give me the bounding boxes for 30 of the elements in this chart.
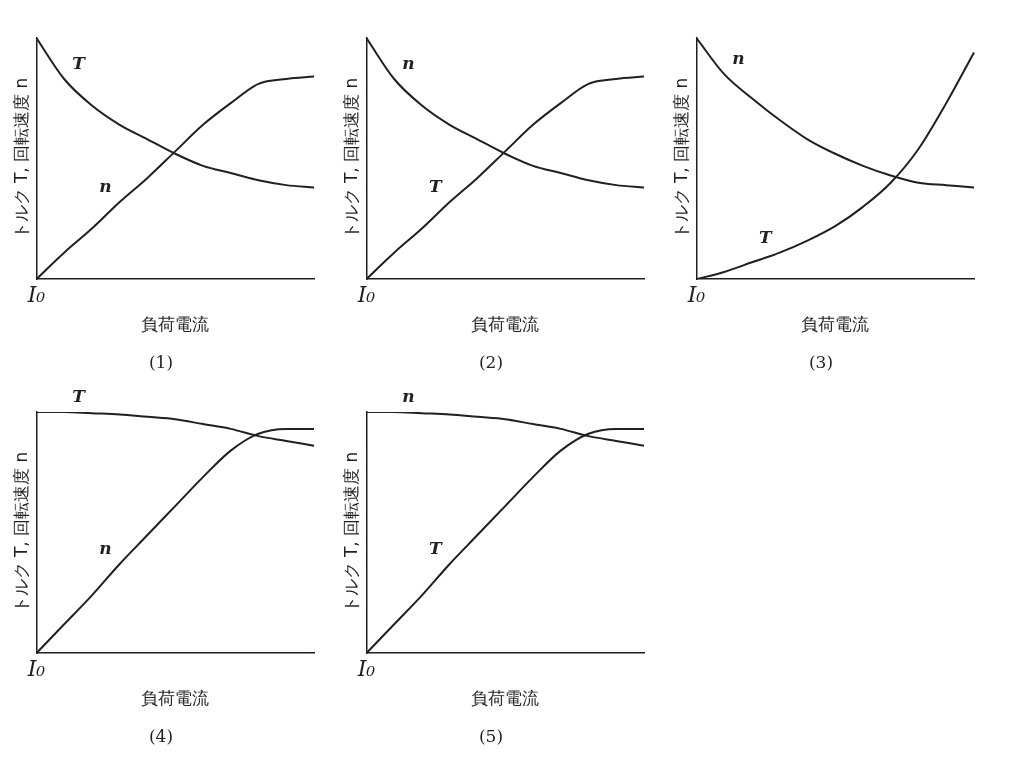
y-axis-title: トルク T, 回転速度 n bbox=[10, 451, 31, 614]
text: (1) bbox=[148, 352, 174, 373]
series-label: T bbox=[72, 52, 87, 73]
text: I₀ bbox=[26, 655, 46, 681]
x-axis-title: 負荷電流 bbox=[471, 313, 540, 334]
text: I₀ bbox=[26, 281, 46, 307]
text: (5) bbox=[478, 726, 504, 747]
series-label: T bbox=[429, 175, 444, 196]
text: (4) bbox=[148, 726, 174, 747]
text: (3) bbox=[808, 352, 834, 373]
series-label: T bbox=[429, 537, 444, 558]
x-axis-title: 負荷電流 bbox=[141, 313, 210, 334]
y-axis-title: トルク T, 回転速度 n bbox=[670, 77, 691, 240]
text: I₀ bbox=[356, 281, 376, 307]
series-label: T bbox=[72, 385, 87, 406]
series-label: n bbox=[402, 385, 415, 406]
x-axis-title: 負荷電流 bbox=[801, 313, 870, 334]
text: I₀ bbox=[686, 281, 706, 307]
text: (2) bbox=[478, 352, 504, 373]
series-label: n bbox=[99, 175, 112, 196]
y-axis-title: トルク T, 回転速度 n bbox=[10, 77, 31, 240]
y-axis-title: トルク T, 回転速度 n bbox=[340, 451, 361, 614]
series-label: T bbox=[759, 226, 774, 247]
series-label: n bbox=[99, 537, 112, 558]
y-axis-title: トルク T, 回転速度 n bbox=[340, 77, 361, 240]
series-label: n bbox=[732, 48, 745, 69]
x-axis-title: 負荷電流 bbox=[141, 687, 210, 708]
text: I₀ bbox=[356, 655, 376, 681]
series-label: n bbox=[402, 52, 415, 73]
x-axis-title: 負荷電流 bbox=[471, 687, 540, 708]
